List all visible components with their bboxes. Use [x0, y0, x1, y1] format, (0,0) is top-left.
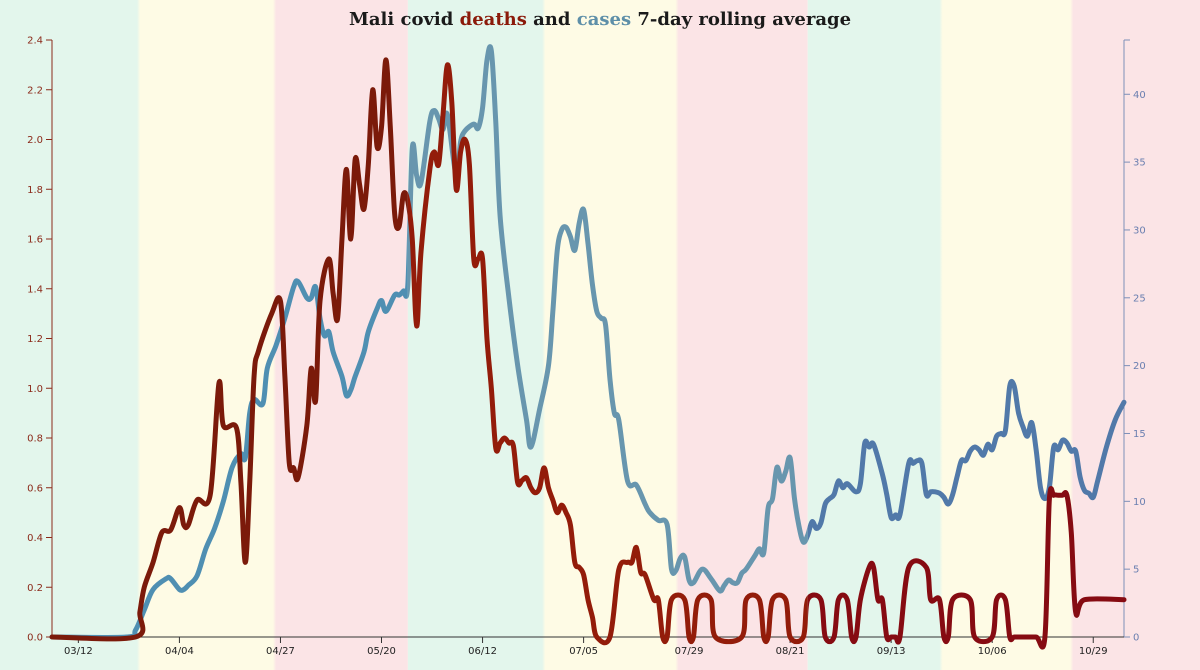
left-y-tick-label: 2.4	[27, 36, 43, 47]
left-y-tick-label: 1.4	[27, 284, 43, 295]
right-y-tick-label: 25	[1133, 293, 1146, 304]
left-y-tick-label: 2.2	[27, 85, 43, 96]
left-y-tick-label: 0.0	[27, 633, 43, 644]
left-y-tick-label: 2.0	[27, 135, 43, 146]
axes: 0.0 0.2 0.4 0.6 0.8 1.0 1.2 1.4 1.6 1.8 2.0 2.2 2.4 0…	[27, 36, 1146, 658]
left-y-tick-label: 0.2	[27, 583, 43, 594]
right-y-tick-label: 35	[1133, 158, 1146, 169]
deaths-line-rising	[49, 57, 408, 642]
title-plain-segment: Mali covid	[349, 9, 460, 30]
series-lines	[49, 44, 1127, 650]
x-tick-label: 10/06	[978, 646, 1007, 657]
title-plain-segment: and	[527, 9, 577, 30]
deaths-line-late	[807, 485, 1127, 650]
x-tick-label: 05/20	[367, 646, 396, 657]
right-y-tick-label: 15	[1133, 429, 1146, 440]
right-y-tick-label: 30	[1133, 225, 1146, 236]
x-tick-label: 06/12	[468, 646, 497, 657]
x-tick-label: 04/27	[266, 646, 295, 657]
band-late-phase	[807, 0, 1200, 670]
right-y-tick-label: 40	[1133, 90, 1146, 101]
right-y-tick-label: 0	[1133, 633, 1139, 644]
deaths-line-declining	[407, 62, 808, 646]
band-rising-phase	[0, 0, 408, 670]
left-y-tick-label: 1.2	[27, 334, 43, 345]
left-y-tick-label: 0.4	[27, 533, 43, 544]
x-tick-label: 09/13	[877, 646, 906, 657]
x-tick-label: 10/29	[1079, 646, 1108, 657]
x-tick-label: 04/04	[165, 646, 194, 657]
right-y-tick-label: 5	[1133, 565, 1139, 576]
right-y-tick-label: 10	[1133, 497, 1146, 508]
title-plain-segment: 7-day rolling average	[631, 9, 851, 30]
x-tick-label: 03/12	[64, 646, 93, 657]
right-y-tick-label: 20	[1133, 361, 1146, 372]
left-y-tick-label: 0.8	[27, 434, 43, 445]
left-y-tick-label: 1.6	[27, 235, 43, 246]
left-y-tick-label: 0.6	[27, 483, 43, 494]
title-deaths-segment: deaths	[460, 9, 527, 30]
cases-line-late	[807, 378, 1127, 542]
x-tick-label: 07/29	[675, 646, 704, 657]
cases-line-rising	[49, 202, 408, 641]
title-cases-segment: cases	[577, 9, 631, 30]
x-tick-label: 07/05	[569, 646, 598, 657]
left-y-tick-label: 1.8	[27, 185, 43, 196]
cases-line-declining	[407, 44, 808, 594]
x-tick-label: 08/21	[776, 646, 805, 657]
chart-title: Mali covid deaths and cases 7-day rollin…	[349, 9, 851, 30]
left-y-tick-label: 1.0	[27, 384, 43, 395]
